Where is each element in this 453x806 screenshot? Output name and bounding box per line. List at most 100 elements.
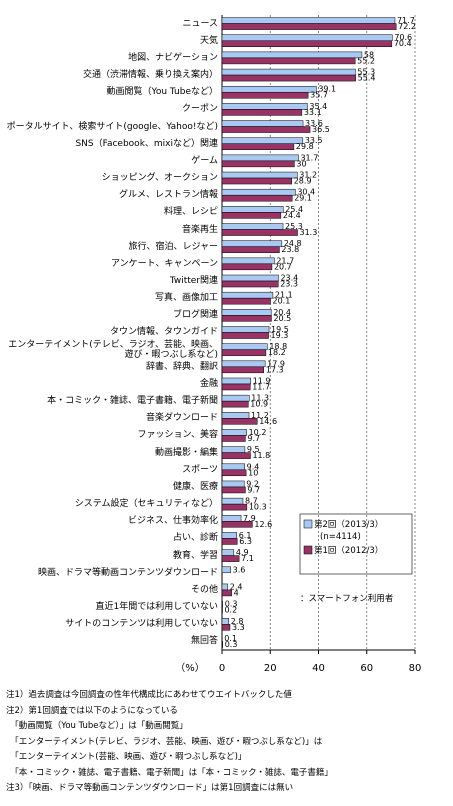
category-label: 動画撮影・編集 [154, 447, 218, 458]
value-label: 17.3 [266, 365, 284, 374]
category-label: グルメ、レストラン情報 [118, 190, 218, 201]
bar [221, 618, 230, 625]
bar [221, 212, 282, 219]
category-label: システム設定（セキュリティなど） [74, 499, 218, 510]
value-label: 19.5 [271, 325, 289, 334]
bar [221, 120, 304, 127]
category-label: ファッション、美容 [137, 430, 218, 441]
category-label: 地図、ナビゲーション [128, 52, 218, 63]
bar [221, 589, 232, 597]
footnote: 「本・コミック・雑誌、電子書籍、電子新聞」は「本・コミック・雑誌、電子書籍」 [6, 767, 333, 778]
value-label: 20.4 [273, 308, 291, 317]
value-label: 31.3 [300, 228, 318, 237]
bar [221, 566, 231, 574]
legend-note: ：スマートフォン利用者 [300, 594, 394, 604]
bar [221, 177, 292, 185]
category-label: 写真、画像加工 [154, 293, 218, 304]
value-label: 55.3 [357, 68, 375, 77]
category-label: 旅行、宿泊、レジャー [128, 241, 218, 252]
bar [221, 429, 247, 436]
value-label: 7.1 [241, 554, 254, 563]
value-label: 25.3 [285, 222, 303, 231]
value-label: 9.2 [246, 479, 259, 488]
value-label: 17.9 [267, 359, 285, 368]
bar [221, 188, 296, 196]
bar [221, 74, 356, 82]
category-label: 金融 [199, 378, 218, 389]
category-label: ショッピング、オークション [101, 173, 218, 184]
value-label: 11.2 [251, 411, 269, 420]
legend-label: 第1回（2012/3） [314, 546, 384, 556]
value-label: 11.8 [252, 451, 270, 460]
value-label: 20.1 [272, 297, 290, 306]
bar [221, 51, 363, 59]
value-label: 35.4 [309, 102, 327, 111]
value-label: 4.9 [236, 548, 249, 557]
value-label: 23.4 [280, 274, 298, 283]
value-label: 28.9 [294, 177, 312, 186]
bar [221, 555, 240, 562]
bar [221, 34, 393, 41]
bar [221, 143, 295, 150]
category-label: 健康、医療 [172, 481, 218, 492]
category-label: ポータルサイト、検索サイト(google、Yahoo!など) [6, 121, 218, 132]
bar [221, 291, 274, 299]
category-label: ビジネス、仕事効率化 [127, 516, 218, 527]
bar [221, 137, 304, 144]
value-label: 70.4 [394, 39, 412, 48]
bar [221, 171, 298, 179]
value-label: 10.9 [250, 400, 268, 409]
value-label: 25.4 [285, 205, 303, 214]
value-label: 29.8 [296, 142, 314, 151]
value-label: 35.7 [310, 91, 328, 100]
value-label: 0.3 [225, 600, 238, 609]
category-label: 料理、レシピ [163, 207, 218, 218]
legend-swatch [303, 519, 313, 529]
bar [221, 400, 249, 408]
x-tick-label: 60 [360, 663, 373, 674]
footnote: 注2）第1回調査では以下のようになっている [6, 705, 178, 716]
bar [221, 394, 250, 402]
bar [221, 383, 251, 391]
bar [221, 583, 229, 591]
bar [221, 377, 251, 385]
bar [221, 223, 284, 230]
legend-label: 第2回（2013/3） [314, 520, 384, 530]
value-label: 36.5 [312, 125, 330, 134]
category-label: ゲーム [191, 155, 218, 166]
footnote: 「エンターテイメント(芸能、映画、遊び・暇つぶし系など)」 [6, 752, 247, 762]
value-label: 33.1 [304, 108, 322, 117]
value-label: 0.1 [224, 634, 237, 643]
value-label: 6.3 [239, 537, 252, 546]
value-label: 9.7 [247, 434, 260, 443]
bar [221, 435, 246, 442]
bar [221, 515, 242, 522]
bar [221, 257, 275, 265]
bar [221, 23, 397, 30]
x-tick-label: 80 [409, 663, 422, 674]
value-label: 3.6 [233, 565, 246, 574]
value-label: 4 [234, 588, 239, 597]
bar [221, 40, 393, 47]
value-label: 23.8 [281, 245, 299, 254]
value-label: 31.2 [299, 171, 317, 180]
value-label: 10 [248, 468, 258, 477]
bar [221, 246, 280, 253]
bar [221, 315, 272, 322]
category-label: 辞書、辞典、翻訳 [145, 361, 218, 372]
value-label: 9.5 [247, 445, 260, 454]
value-label: 72.2 [398, 22, 416, 31]
value-label: 24.4 [283, 211, 301, 220]
footnote: 「エンターテイメント(テレビ、ラジオ、芸能、映画、遊び・暇つぶし系など)」は [6, 736, 323, 747]
category-label: 教育、学習 [172, 550, 218, 561]
category-label: 天気 [199, 35, 218, 46]
bar [221, 549, 235, 556]
category-label: 音楽ダウンロード [145, 413, 218, 424]
value-label: 21.7 [276, 256, 294, 265]
bar [221, 280, 279, 288]
value-label: 3.3 [232, 623, 245, 632]
bar [221, 641, 223, 648]
bar [221, 486, 246, 494]
bar [221, 469, 247, 477]
